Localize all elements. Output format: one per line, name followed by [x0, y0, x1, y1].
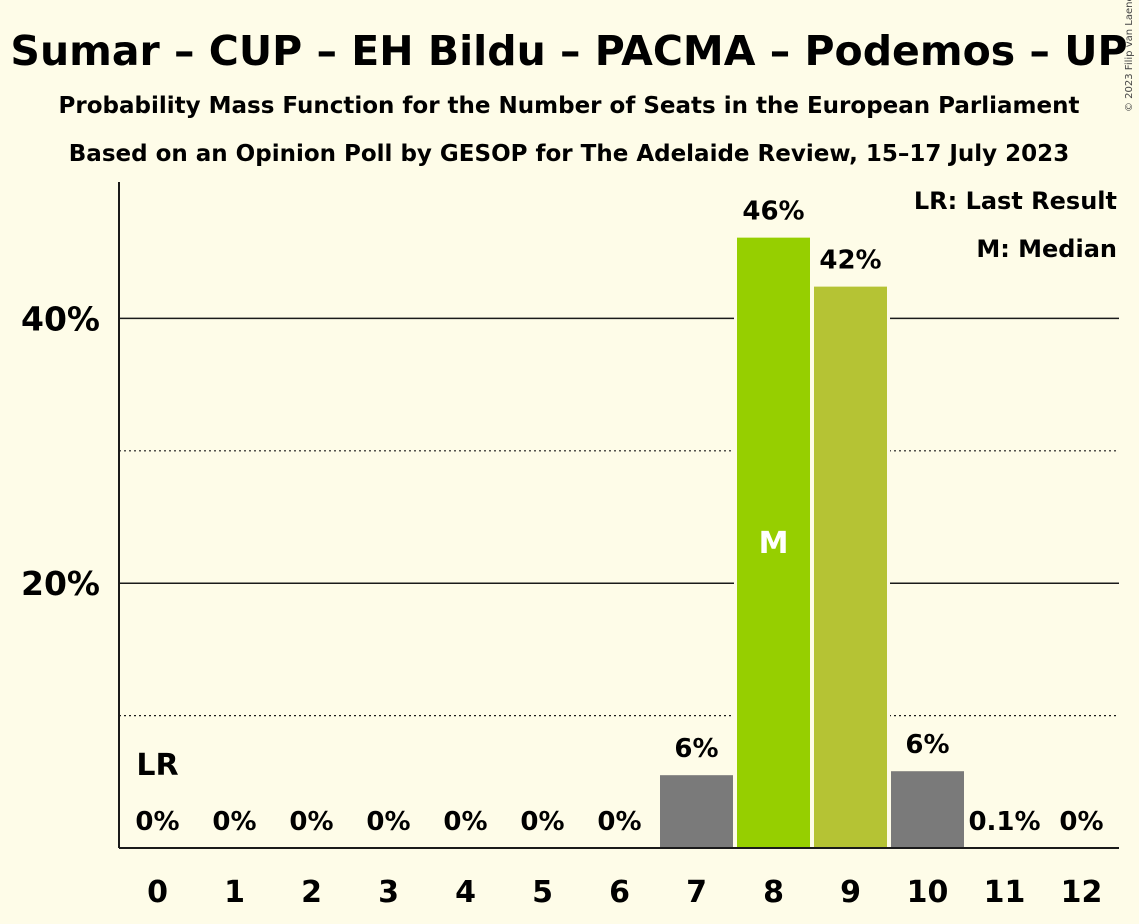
bar [660, 775, 733, 848]
legend-last-result: LR: Last Result [914, 187, 1117, 215]
x-tick-label: 10 [907, 875, 949, 910]
median-marker: M [759, 526, 789, 561]
x-tick-label: 6 [609, 875, 630, 910]
chart-title: Sumar – CUP – EH Bildu – PACMA – Podemos… [10, 27, 1127, 75]
gridlines [119, 317, 1119, 717]
chart-subtitle-2: Based on an Opinion Poll by GESOP for Th… [69, 141, 1069, 167]
copyright: © 2023 Filip van Laenen [1124, 0, 1135, 112]
value-label: 0.1% [968, 807, 1040, 837]
value-label: 6% [905, 730, 949, 760]
last-result-marker: LR [136, 748, 178, 783]
x-tick-label: 12 [1061, 875, 1103, 910]
value-label: 6% [674, 734, 718, 764]
value-label: 0% [212, 807, 256, 837]
value-label: 0% [289, 807, 333, 837]
bar [814, 286, 887, 848]
x-tick-label: 3 [378, 875, 399, 910]
x-tick-label: 7 [686, 875, 707, 910]
value-label: 46% [742, 197, 804, 227]
value-label: 42% [819, 246, 881, 276]
bar [737, 237, 810, 849]
x-tick-label: 0 [147, 875, 168, 910]
value-label: 0% [443, 807, 487, 837]
value-label: 0% [597, 807, 641, 837]
value-label: 0% [135, 807, 179, 837]
x-tick-label: 2 [301, 875, 322, 910]
x-tick-label: 1 [224, 875, 245, 910]
x-tick-label: 8 [763, 875, 784, 910]
x-tick-label: 4 [455, 875, 476, 910]
bars [657, 237, 967, 849]
legend-median: M: Median [976, 235, 1117, 263]
value-label: 0% [520, 807, 564, 837]
value-label: 0% [366, 807, 410, 837]
bar [891, 771, 964, 848]
y-tick-label: 20% [21, 564, 100, 603]
x-tick-label: 5 [532, 875, 553, 910]
value-label: 0% [1059, 807, 1103, 837]
x-tick-label: 9 [840, 875, 861, 910]
labels: 40%20%0%00%10%20%30%40%50%66%746%842%96%… [21, 197, 1104, 910]
chart-subtitle-1: Probability Mass Function for the Number… [59, 93, 1080, 119]
y-tick-label: 40% [21, 299, 100, 338]
x-tick-label: 11 [984, 875, 1026, 910]
